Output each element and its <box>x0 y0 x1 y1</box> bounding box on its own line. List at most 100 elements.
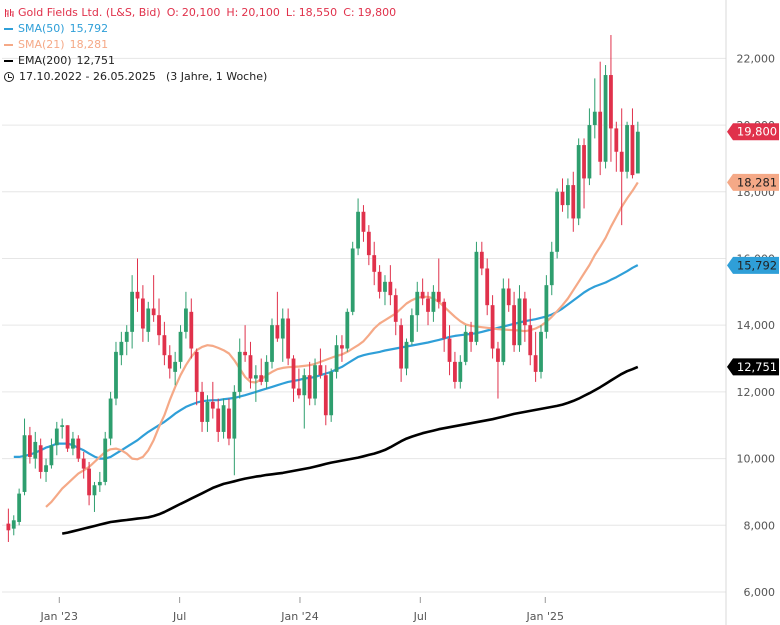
candle[interactable] <box>297 368 301 399</box>
candle[interactable] <box>340 335 344 362</box>
candle[interactable] <box>157 298 161 346</box>
candle[interactable] <box>598 61 603 176</box>
candle[interactable] <box>286 308 291 366</box>
candle[interactable] <box>60 418 65 439</box>
candle[interactable] <box>566 178 570 219</box>
candle[interactable] <box>97 471 102 492</box>
candle[interactable] <box>151 275 156 322</box>
candle[interactable] <box>237 338 242 399</box>
candle[interactable] <box>582 138 586 209</box>
candle[interactable] <box>38 438 43 479</box>
candle[interactable] <box>6 508 11 542</box>
candle[interactable] <box>512 291 516 352</box>
candle[interactable] <box>603 65 608 169</box>
candle[interactable] <box>22 418 27 496</box>
candle[interactable] <box>630 108 635 179</box>
candle[interactable] <box>458 355 463 389</box>
candle[interactable] <box>291 355 296 402</box>
candle[interactable] <box>135 258 140 312</box>
candle[interactable] <box>92 481 97 512</box>
candle[interactable] <box>189 298 194 359</box>
candle[interactable] <box>232 385 237 476</box>
candle[interactable] <box>178 325 183 369</box>
candle[interactable] <box>49 438 54 469</box>
candle[interactable] <box>329 368 334 422</box>
candle[interactable] <box>415 281 420 332</box>
candle[interactable] <box>479 241 484 276</box>
candle[interactable] <box>194 348 199 406</box>
candle[interactable] <box>501 278 506 366</box>
candle[interactable] <box>318 348 323 379</box>
candle[interactable] <box>81 451 86 479</box>
candle[interactable] <box>528 308 533 366</box>
candle[interactable] <box>399 318 404 382</box>
candle[interactable] <box>65 425 70 452</box>
candle[interactable] <box>114 341 118 406</box>
candle[interactable] <box>259 358 264 386</box>
candle[interactable] <box>253 365 258 402</box>
candle[interactable] <box>571 171 576 232</box>
candle[interactable] <box>167 345 172 379</box>
candle[interactable] <box>366 225 371 266</box>
candle[interactable] <box>210 381 215 419</box>
candle[interactable] <box>11 515 16 536</box>
candle[interactable] <box>522 291 527 342</box>
candle[interactable] <box>506 278 511 312</box>
candle[interactable] <box>140 285 145 342</box>
candle[interactable] <box>345 308 350 352</box>
candle[interactable] <box>555 188 560 259</box>
candle[interactable] <box>474 241 479 346</box>
candle[interactable] <box>221 398 226 439</box>
candle[interactable] <box>404 338 409 376</box>
candle[interactable] <box>625 121 629 179</box>
candle[interactable] <box>307 361 312 406</box>
candle[interactable] <box>243 325 247 362</box>
candle[interactable] <box>323 365 328 426</box>
candle[interactable] <box>33 431 38 469</box>
candle[interactable] <box>609 35 613 162</box>
candle[interactable] <box>205 395 210 432</box>
candle[interactable] <box>442 298 447 352</box>
candle[interactable] <box>334 335 339 379</box>
candle[interactable] <box>200 381 204 432</box>
candle[interactable] <box>216 398 221 442</box>
candle[interactable] <box>173 351 178 386</box>
candle[interactable] <box>388 265 393 306</box>
candle[interactable] <box>517 285 522 352</box>
candle[interactable] <box>420 278 425 306</box>
candle[interactable] <box>76 435 81 462</box>
candle[interactable] <box>576 138 581 226</box>
candle[interactable] <box>533 331 538 382</box>
candle[interactable] <box>587 108 592 186</box>
candle[interactable] <box>270 318 274 369</box>
candle[interactable] <box>426 291 430 326</box>
candle[interactable] <box>463 325 468 366</box>
candle[interactable] <box>377 265 382 299</box>
candle[interactable] <box>356 198 360 256</box>
candle[interactable] <box>302 368 307 429</box>
candle[interactable] <box>313 358 317 406</box>
candle[interactable] <box>614 121 619 172</box>
candle[interactable] <box>436 258 441 309</box>
candle[interactable] <box>280 308 285 362</box>
legend-sma21-row[interactable]: SMA(21) 18,281 <box>4 37 396 53</box>
candle[interactable] <box>103 431 108 486</box>
candle[interactable] <box>431 285 436 322</box>
candle[interactable] <box>549 241 554 296</box>
candle[interactable] <box>619 108 624 226</box>
candle[interactable] <box>560 178 565 212</box>
candle[interactable] <box>71 431 75 456</box>
candle[interactable] <box>544 275 549 339</box>
candle[interactable] <box>490 295 495 359</box>
candle[interactable] <box>350 241 355 316</box>
candle[interactable] <box>28 426 32 464</box>
candle[interactable] <box>248 341 253 389</box>
candle[interactable] <box>227 398 231 446</box>
candle[interactable] <box>124 325 129 356</box>
candle[interactable] <box>393 288 398 336</box>
candle[interactable] <box>184 291 188 339</box>
candle[interactable] <box>87 461 91 506</box>
candle[interactable] <box>635 121 640 174</box>
candle[interactable] <box>361 205 366 242</box>
